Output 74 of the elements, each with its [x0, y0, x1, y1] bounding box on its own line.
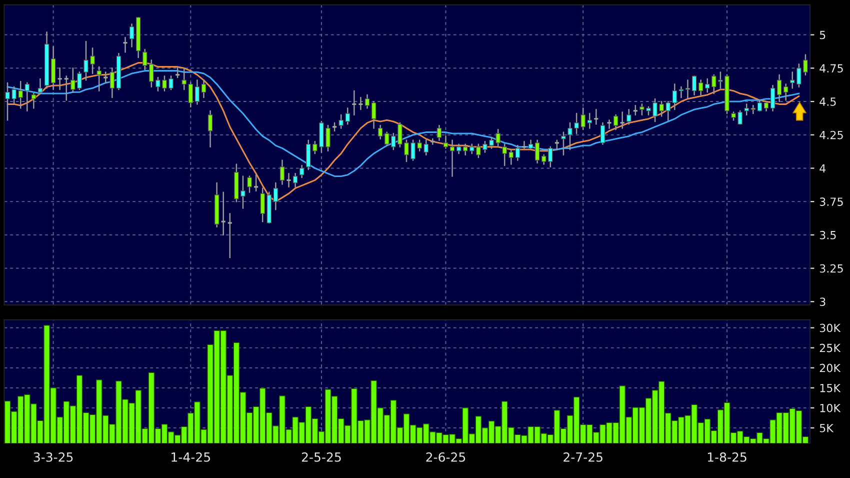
candlestick: [685, 80, 690, 100]
candlestick: [450, 140, 455, 177]
candlestick: [247, 176, 252, 193]
y-tick-label: 5: [820, 30, 826, 40]
y-tick-label: 4.75: [820, 64, 843, 73]
candlestick: [384, 132, 390, 146]
candlestick: [600, 122, 606, 145]
candlestick: [31, 92, 36, 109]
y-tick-label: 4: [820, 164, 826, 172]
candlestick: [764, 100, 769, 112]
candlestick: [548, 146, 553, 168]
y-tick-label: 4.25: [820, 130, 843, 140]
y-tick-label: 5K: [820, 424, 834, 432]
y-tick-label: 4.5: [820, 98, 836, 106]
candlestick: [96, 66, 102, 92]
x-tick-label: 3-3-25: [34, 452, 73, 462]
y-tick-label: 3: [820, 298, 826, 306]
y-tick-label: 3.75: [820, 198, 843, 206]
x-tick-label: 2-5-25: [302, 452, 341, 462]
candlestick: [508, 148, 514, 165]
candlestick: [776, 74, 782, 102]
candlestick: [672, 84, 678, 110]
y-tick-label: 3.5: [820, 230, 836, 240]
candlestick: [273, 182, 278, 210]
candlestick: [364, 94, 370, 109]
candlestick: [770, 84, 776, 112]
candlestick: [436, 124, 442, 141]
candlestick: [534, 140, 540, 164]
candlestick: [182, 68, 186, 90]
candlestick: [110, 68, 115, 98]
candlestick: [280, 160, 285, 185]
candlestick: [678, 86, 684, 98]
candlestick: [129, 24, 134, 48]
candlestick: [378, 124, 383, 140]
y-tick-label: 15K: [820, 384, 841, 392]
candlestick: [299, 164, 304, 178]
candlestick: [750, 104, 756, 114]
x-tick-label: 2-7-25: [564, 452, 602, 462]
candlestick: [371, 100, 376, 129]
candlestick: [744, 104, 749, 116]
candlestick: [704, 78, 710, 93]
candlestick: [783, 84, 788, 101]
candlestick: [201, 80, 206, 98]
x-tick-label: 2-6-25: [426, 452, 466, 462]
candlestick: [24, 82, 30, 112]
y-tick-label: 25K: [820, 344, 841, 352]
candlestick: [528, 140, 534, 150]
candlestick: [345, 108, 350, 125]
candlestick: [613, 114, 618, 130]
candlestick: [338, 114, 344, 129]
candlestick: [462, 144, 468, 156]
y-tick-label: 30K: [820, 324, 841, 332]
candlestick: [626, 108, 632, 125]
candlestick: [292, 172, 298, 188]
candlestick: [561, 132, 566, 156]
candlestick: [142, 48, 148, 70]
y-tick-label: 10K: [820, 404, 841, 412]
candlestick: [698, 80, 704, 96]
candlestick: [757, 100, 762, 112]
x-tick-label: 1-4-25: [172, 452, 210, 462]
candlestick: [208, 110, 213, 148]
candlestick: [541, 154, 546, 165]
candlestick: [692, 76, 697, 96]
candlestick: [515, 144, 520, 161]
y-tick-label: 20K: [820, 364, 841, 372]
candlestick: [456, 144, 462, 154]
candlestick: [194, 80, 200, 105]
candlestick: [502, 144, 507, 166]
candlestick: [188, 82, 194, 108]
x-tick-label: 1-8-25: [708, 452, 746, 462]
candlestick: [260, 188, 265, 222]
candlestick: [443, 136, 448, 149]
candlestick: [38, 78, 43, 94]
y-tick-label: 3.25: [820, 264, 843, 273]
